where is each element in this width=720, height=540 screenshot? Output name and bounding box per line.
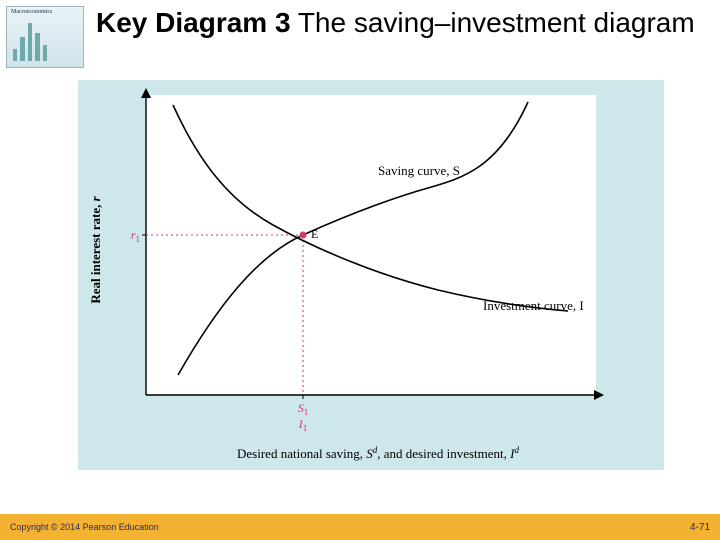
page-number: 4-71 xyxy=(690,522,710,533)
equilibrium-label: E xyxy=(311,227,318,241)
title-rest: The saving–investment diagram xyxy=(291,7,695,38)
thumbnail-title: Macroeconomics xyxy=(11,9,52,15)
page-title: Key Diagram 3 The saving–investment diag… xyxy=(96,6,706,40)
thumbnail-bars-icon xyxy=(13,21,47,61)
saving-investment-diagram: E Saving curve, S Investment curve, I r1… xyxy=(78,80,664,470)
x-axis-title: Desired national saving, Sd, and desired… xyxy=(237,445,519,461)
footer-bar: Copyright © 2014 Pearson Education 4-71 xyxy=(0,514,720,540)
investment-curve-label: Investment curve, I xyxy=(483,298,584,313)
copyright-text: Copyright © 2014 Pearson Education xyxy=(10,522,159,532)
saving-curve-label: Saving curve, S xyxy=(378,163,460,178)
y-axis-title: Real interest rate, r xyxy=(88,195,103,303)
title-strong: Key Diagram 3 xyxy=(96,7,291,38)
plot-area xyxy=(146,95,596,395)
textbook-thumbnail: Macroeconomics xyxy=(6,6,84,68)
equilibrium-point xyxy=(300,232,307,239)
